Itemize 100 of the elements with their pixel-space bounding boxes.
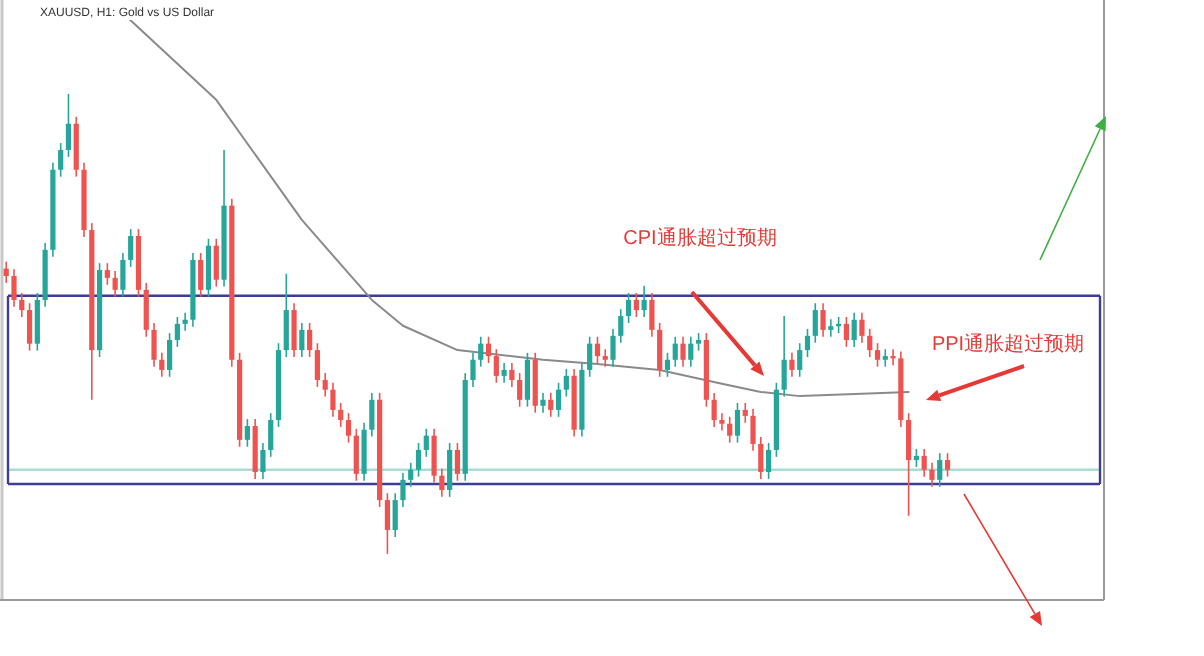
candlestick	[104, 262, 110, 286]
candlestick	[517, 372, 523, 408]
candlestick	[198, 252, 204, 298]
candlestick	[727, 416, 733, 444]
candlestick	[478, 335, 484, 368]
candlestick	[804, 328, 811, 358]
candlestick	[711, 392, 717, 428]
candlestick	[524, 352, 531, 408]
candlestick	[828, 318, 834, 338]
candlestick	[307, 322, 313, 358]
candlestick	[159, 352, 165, 378]
candlestick	[587, 335, 593, 378]
candlestick	[330, 381, 336, 418]
candlestick	[143, 282, 149, 338]
candlestick	[322, 372, 328, 398]
candlestick	[555, 381, 562, 418]
candlestick	[797, 342, 803, 378]
candlestick	[174, 316, 180, 348]
candlestick	[400, 472, 406, 508]
candlestick	[3, 260, 9, 284]
candlestick	[361, 422, 367, 482]
candlestick	[758, 436, 764, 480]
candlestick	[439, 468, 445, 498]
candlestick	[120, 252, 126, 298]
candlestick	[937, 452, 943, 488]
candlestick	[408, 462, 414, 488]
candlestick	[734, 402, 741, 444]
candlestick	[345, 412, 352, 444]
candlestick	[244, 418, 250, 448]
candlestick	[680, 335, 686, 368]
candlestick	[618, 308, 624, 344]
candlestick	[26, 302, 33, 352]
candlestick	[664, 352, 671, 378]
candlestick	[205, 237, 212, 298]
candlestick	[789, 352, 795, 378]
candlestick	[906, 412, 912, 517]
candlestick	[11, 268, 17, 308]
candlestick	[929, 462, 935, 488]
candlestick	[750, 408, 756, 452]
candlestick	[283, 272, 289, 358]
candlestick	[625, 292, 632, 324]
candlestick	[65, 93, 72, 158]
candlestick	[563, 368, 569, 398]
candlestick	[415, 442, 422, 478]
candlestick	[19, 292, 25, 318]
candlestick	[688, 335, 694, 368]
candlestick	[859, 312, 865, 344]
candlestick	[867, 328, 873, 358]
candlestick	[501, 362, 507, 384]
candlestick	[112, 270, 118, 298]
candlestick	[890, 348, 896, 367]
candlestick	[921, 448, 927, 478]
candlestick	[369, 392, 375, 438]
candlestick	[166, 332, 173, 378]
candlestick	[882, 348, 888, 368]
candlestick	[353, 427, 359, 482]
candlestick	[602, 348, 608, 368]
candlestick	[594, 335, 601, 364]
candlestick	[431, 427, 437, 484]
candlestick	[766, 442, 772, 480]
candlestick	[252, 418, 258, 480]
candlestick	[548, 392, 554, 418]
candlestick	[291, 302, 297, 358]
candlestick	[314, 342, 320, 388]
candlestick	[633, 292, 639, 318]
candlestick	[672, 335, 678, 368]
annotation: PPI通胀超过预期	[931, 332, 1085, 356]
candlestick	[485, 335, 492, 364]
candlestick	[182, 312, 188, 332]
candlestick	[781, 315, 787, 398]
candlestick	[260, 442, 266, 480]
candlestick	[470, 352, 476, 388]
candlestick	[384, 492, 391, 555]
candlestick	[874, 342, 881, 368]
annotation: CPI通胀超过预期	[623, 226, 777, 250]
candlestick	[641, 284, 647, 318]
candlestick	[213, 237, 219, 288]
candlestick	[843, 316, 849, 348]
candlestick	[268, 412, 274, 458]
candlestick	[657, 322, 663, 378]
candlestick	[454, 442, 461, 482]
candlestick	[493, 348, 499, 384]
candlestick	[649, 292, 655, 338]
candlestick	[610, 328, 616, 368]
candlestick	[944, 452, 951, 478]
candlestick	[447, 442, 453, 498]
candlestick	[299, 322, 305, 358]
candlestick	[58, 142, 64, 178]
candlestick	[151, 322, 157, 368]
candlestick	[509, 362, 515, 388]
candlestick	[423, 427, 429, 458]
candlestick	[719, 412, 725, 432]
candlestick	[34, 292, 40, 352]
candlestick	[73, 116, 79, 178]
candlestick	[742, 402, 748, 424]
candlestick	[812, 302, 818, 344]
candlestick	[128, 228, 134, 268]
candlestick	[820, 302, 826, 338]
candlestick	[338, 402, 344, 428]
candlestick	[392, 492, 398, 538]
